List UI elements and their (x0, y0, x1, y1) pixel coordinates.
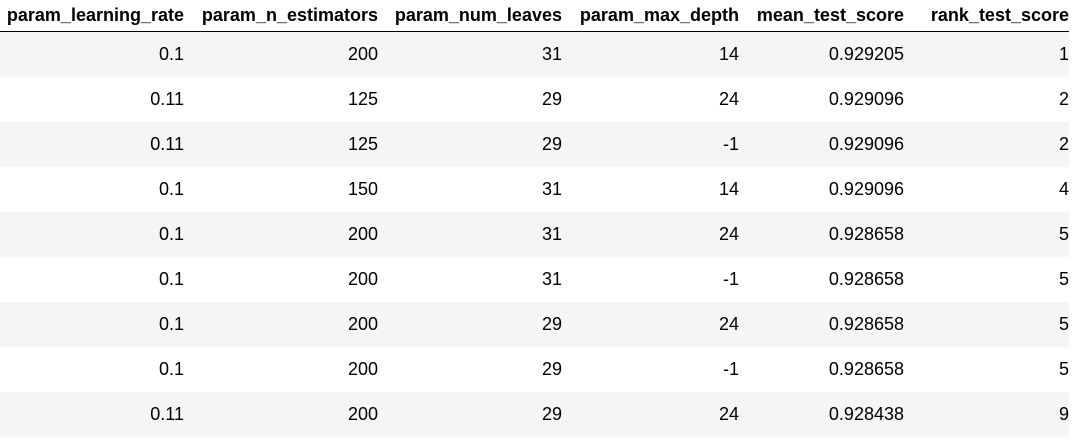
cell-n-estimators: 200 (347, 269, 378, 289)
cell-rank-test-score: 2 (1058, 89, 1069, 109)
column-header-mean-test-score: mean_test_score (739, 0, 904, 32)
cell-rank-test-score: 5 (1058, 269, 1069, 289)
table-row: 0.1 200 31 14 0.929205 1 (0, 31, 1069, 77)
cell-max-depth: 14 (718, 179, 739, 199)
cell-max-depth: 24 (718, 89, 739, 109)
table-row: 0.1 200 31 -1 0.928658 5 (0, 257, 1069, 302)
header-row: param_learning_rate param_n_estimators p… (0, 0, 1069, 32)
column-header-rank-test-score: rank_test_score (904, 0, 1069, 32)
cell-num-leaves: 31 (541, 179, 562, 199)
table-row: 0.11 125 29 24 0.929096 2 (0, 77, 1069, 122)
cell-n-estimators: 200 (347, 404, 378, 424)
cell-n-estimators: 200 (347, 314, 378, 334)
table-row: 0.1 200 29 -1 0.928658 5 (0, 347, 1069, 392)
column-header-max-depth: param_max_depth (562, 0, 739, 32)
cell-n-estimators: 200 (347, 224, 378, 244)
cell-mean-test-score: 0.929096 (828, 179, 904, 199)
table-header: param_learning_rate param_n_estimators p… (0, 0, 1069, 32)
cell-max-depth: 24 (718, 224, 739, 244)
column-header-num-leaves: param_num_leaves (378, 0, 562, 32)
cell-learning-rate: 0.1 (158, 269, 184, 289)
cell-max-depth: -1 (722, 359, 739, 379)
cell-num-leaves: 31 (541, 269, 562, 289)
column-header-learning-rate: param_learning_rate (0, 0, 184, 32)
cell-n-estimators: 200 (347, 359, 378, 379)
table-row: 0.11 125 29 -1 0.929096 2 (0, 122, 1069, 167)
cell-rank-test-score: 9 (1058, 404, 1069, 424)
table-row: 0.11 200 29 24 0.928438 9 (0, 392, 1069, 437)
cell-max-depth: 14 (718, 44, 739, 64)
table-row: 0.1 200 31 24 0.928658 5 (0, 212, 1069, 257)
cell-learning-rate: 0.11 (150, 404, 184, 424)
cell-mean-test-score: 0.928658 (828, 269, 904, 289)
cell-num-leaves: 29 (541, 359, 562, 379)
table-row: 0.1 150 31 14 0.929096 4 (0, 167, 1069, 212)
cell-rank-test-score: 1 (1058, 44, 1069, 64)
cell-rank-test-score: 4 (1058, 179, 1069, 199)
cell-mean-test-score: 0.929205 (828, 44, 904, 64)
cell-mean-test-score: 0.928658 (828, 359, 904, 379)
cell-num-leaves: 29 (541, 134, 562, 154)
cell-max-depth: 24 (718, 404, 739, 424)
cell-learning-rate: 0.1 (158, 314, 184, 334)
cell-max-depth: 24 (718, 314, 739, 334)
cell-mean-test-score: 0.928658 (828, 314, 904, 334)
cell-mean-test-score: 0.929096 (828, 134, 904, 154)
cell-max-depth: -1 (722, 269, 739, 289)
cell-learning-rate: 0.11 (150, 89, 184, 109)
cell-max-depth: -1 (722, 134, 739, 154)
column-header-n-estimators: param_n_estimators (184, 0, 378, 32)
cell-learning-rate: 0.1 (158, 359, 184, 379)
cell-learning-rate: 0.11 (150, 134, 184, 154)
cell-n-estimators: 150 (347, 179, 378, 199)
cell-rank-test-score: 5 (1058, 359, 1069, 379)
cell-num-leaves: 29 (541, 314, 562, 334)
cell-mean-test-score: 0.929096 (828, 89, 904, 109)
cell-num-leaves: 31 (541, 224, 562, 244)
table-body: 0.1 200 31 14 0.929205 1 0.11 125 29 24 … (0, 31, 1069, 437)
cell-rank-test-score: 2 (1058, 134, 1069, 154)
results-table: param_learning_rate param_n_estimators p… (0, 0, 1069, 437)
cell-learning-rate: 0.1 (158, 224, 184, 244)
cell-n-estimators: 125 (347, 134, 378, 154)
cell-num-leaves: 31 (541, 44, 562, 64)
cell-mean-test-score: 0.928438 (828, 404, 904, 424)
cell-num-leaves: 29 (541, 404, 562, 424)
cell-num-leaves: 29 (541, 89, 562, 109)
cell-rank-test-score: 5 (1058, 224, 1069, 244)
cell-learning-rate: 0.1 (158, 44, 184, 64)
cell-rank-test-score: 5 (1058, 314, 1069, 334)
cell-mean-test-score: 0.928658 (828, 224, 904, 244)
cell-n-estimators: 200 (347, 44, 378, 64)
cell-n-estimators: 125 (347, 89, 378, 109)
table-row: 0.1 200 29 24 0.928658 5 (0, 302, 1069, 347)
cell-learning-rate: 0.1 (158, 179, 184, 199)
